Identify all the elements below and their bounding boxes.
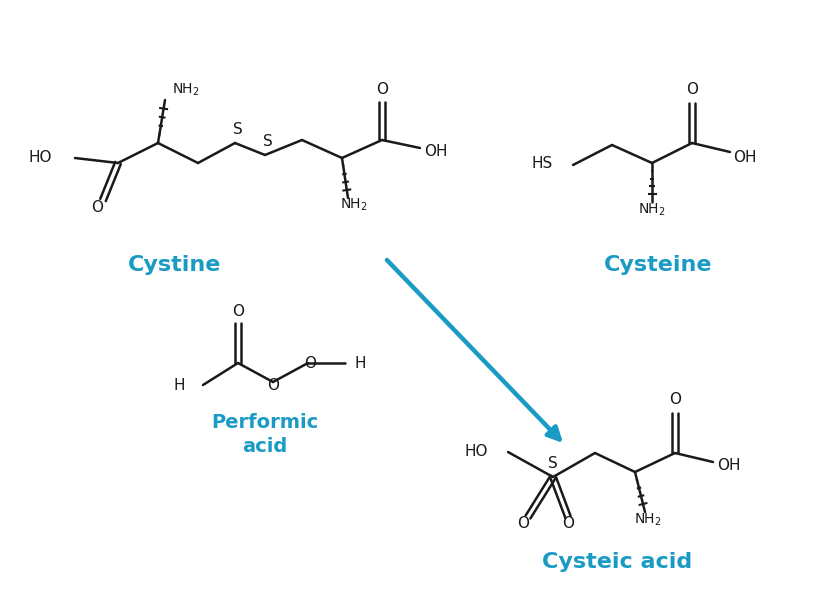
Text: NH$_2$: NH$_2$: [172, 82, 200, 98]
Text: S: S: [263, 135, 273, 149]
Text: NH$_2$: NH$_2$: [634, 512, 662, 528]
Text: H: H: [173, 378, 185, 393]
Text: O: O: [267, 378, 279, 393]
Text: O: O: [669, 393, 681, 407]
Text: O: O: [517, 517, 529, 532]
Text: HO: HO: [29, 151, 52, 166]
Text: HO: HO: [464, 444, 488, 459]
Text: O: O: [376, 83, 388, 98]
Text: OH: OH: [733, 149, 757, 164]
Text: S: S: [548, 456, 558, 472]
Text: OH: OH: [717, 458, 740, 473]
Text: OH: OH: [424, 144, 448, 160]
Text: O: O: [686, 83, 698, 98]
Text: S: S: [233, 123, 243, 138]
Text: O: O: [232, 305, 244, 319]
Text: H: H: [355, 356, 367, 370]
Text: Cysteine: Cysteine: [604, 255, 712, 275]
Text: NH$_2$: NH$_2$: [340, 197, 368, 213]
Text: HS: HS: [532, 155, 553, 171]
Text: NH$_2$: NH$_2$: [638, 202, 666, 218]
Text: O: O: [562, 517, 574, 532]
Text: Cystine: Cystine: [128, 255, 221, 275]
Text: O: O: [304, 356, 316, 371]
Text: O: O: [91, 200, 103, 214]
Text: Performic: Performic: [211, 413, 319, 432]
Text: Cysteic acid: Cysteic acid: [542, 552, 692, 572]
Text: acid: acid: [242, 438, 287, 456]
